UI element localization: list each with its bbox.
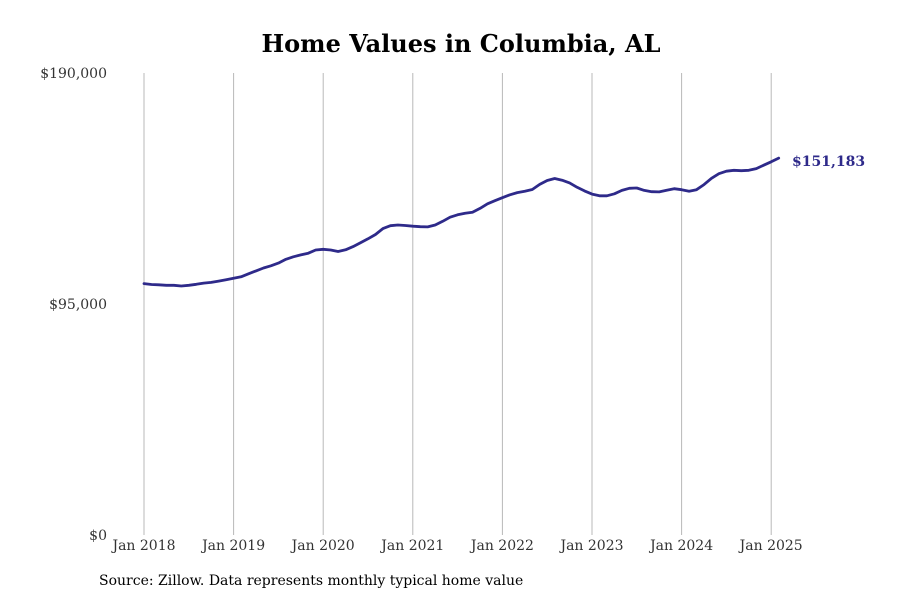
x-tick-label: Jan 2018 bbox=[110, 538, 175, 554]
y-tick-label: $0 bbox=[89, 528, 107, 544]
gridlines bbox=[143, 73, 772, 535]
y-axis-ticks: $0 $95,000 $190,000 bbox=[40, 66, 107, 544]
x-tick-label: Jan 2019 bbox=[200, 538, 265, 554]
series-group: $151,183 bbox=[142, 154, 865, 288]
end-value-label: $151,183 bbox=[792, 154, 865, 170]
y-tick-label: $190,000 bbox=[40, 66, 107, 82]
series-line bbox=[142, 156, 781, 288]
x-tick-label: Jan 2021 bbox=[379, 538, 444, 554]
x-tick-label: Jan 2020 bbox=[290, 538, 355, 554]
chart-title: Home Values in Columbia, AL bbox=[261, 29, 660, 58]
x-tick-label: Jan 2023 bbox=[558, 538, 623, 554]
x-tick-label: Jan 2025 bbox=[738, 538, 803, 554]
x-tick-label: Jan 2024 bbox=[648, 538, 713, 554]
y-tick-label: $95,000 bbox=[49, 297, 107, 313]
x-axis-ticks: Jan 2018 Jan 2019 Jan 2020 Jan 2021 Jan 2022… bbox=[110, 538, 802, 554]
source-note: Source: Zillow. Data represents monthly … bbox=[99, 573, 524, 589]
x-tick-label: Jan 2022 bbox=[469, 538, 534, 554]
